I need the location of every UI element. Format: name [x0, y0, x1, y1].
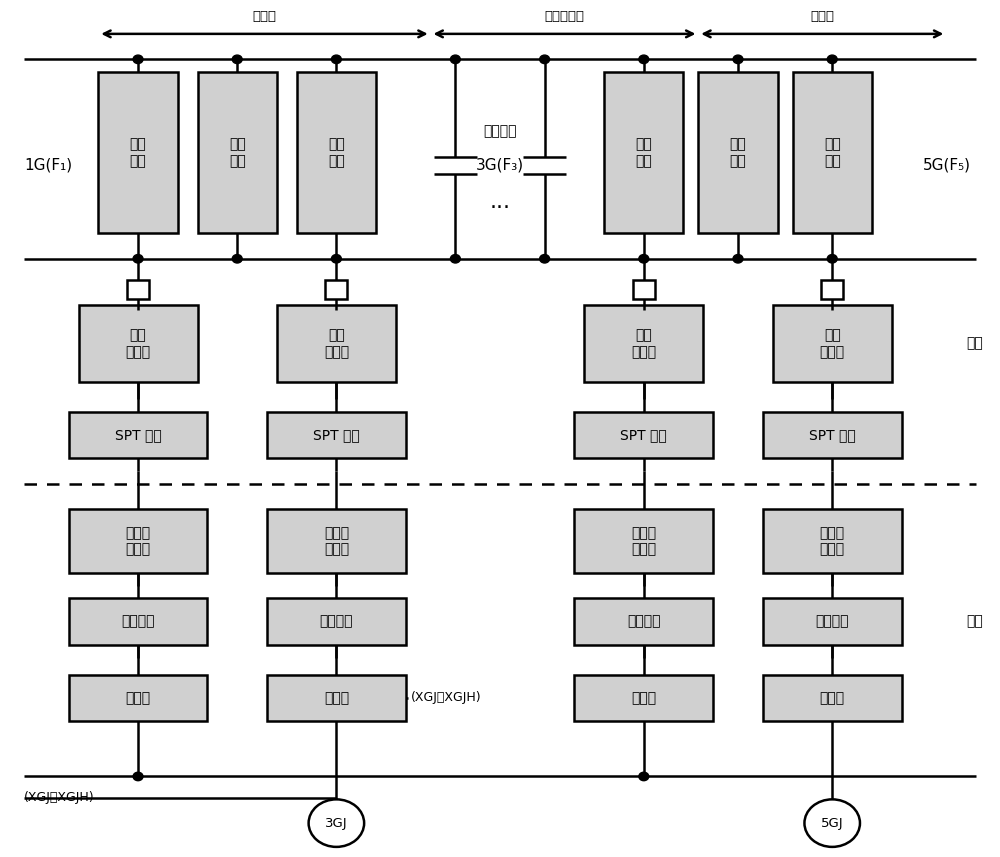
Text: 1G(F₁): 1G(F₁) — [24, 158, 72, 173]
Text: 匹配
变压器: 匹配 变压器 — [631, 328, 656, 359]
Circle shape — [232, 255, 242, 263]
Bar — [574, 598, 713, 645]
Text: 站内防雷: 站内防雷 — [627, 614, 661, 628]
Text: 空心
线圈: 空心 线圈 — [229, 138, 246, 168]
Text: SPT 电缆: SPT 电缆 — [620, 428, 667, 442]
Bar — [277, 305, 396, 382]
Circle shape — [133, 772, 143, 781]
Circle shape — [540, 255, 550, 263]
Bar — [574, 411, 713, 458]
Bar — [821, 280, 843, 298]
Text: 调谐
单元: 调谐 单元 — [130, 138, 146, 168]
Bar — [633, 280, 655, 298]
Text: 室内: 室内 — [966, 614, 983, 628]
Bar — [69, 509, 207, 572]
Bar — [574, 674, 713, 722]
Text: 站内防雷: 站内防雷 — [815, 614, 849, 628]
Text: 主轨道电路: 主轨道电路 — [544, 10, 584, 23]
Circle shape — [331, 255, 341, 263]
Bar — [763, 411, 902, 458]
Circle shape — [733, 255, 743, 263]
Text: 匹配
变压器: 匹配 变压器 — [820, 328, 845, 359]
Circle shape — [133, 255, 143, 263]
Bar — [325, 280, 347, 298]
Circle shape — [133, 55, 143, 63]
Circle shape — [639, 772, 649, 781]
Text: 室外: 室外 — [966, 337, 983, 351]
Text: 调谐
单元: 调谐 单元 — [635, 138, 652, 168]
Text: 电缆模
拟网络: 电缆模 拟网络 — [324, 526, 349, 556]
Text: ···: ··· — [490, 198, 511, 218]
Bar — [267, 411, 406, 458]
Text: 调谐
单元: 调谐 单元 — [824, 138, 841, 168]
Text: SPT 电缆: SPT 电缆 — [115, 428, 161, 442]
Bar — [267, 598, 406, 645]
Circle shape — [232, 55, 242, 63]
Circle shape — [733, 55, 743, 63]
Circle shape — [639, 55, 649, 63]
Circle shape — [639, 255, 649, 263]
Circle shape — [450, 255, 460, 263]
Text: 补偶电容: 补偶电容 — [483, 124, 517, 139]
Text: 站内防雷: 站内防雷 — [320, 614, 353, 628]
Text: 调谐
单元: 调谐 单元 — [328, 138, 345, 168]
Text: 调谐区: 调谐区 — [810, 10, 834, 23]
Bar — [763, 674, 902, 722]
Bar — [198, 72, 277, 233]
Circle shape — [827, 255, 837, 263]
Text: 发送器: 发送器 — [125, 691, 151, 705]
Bar — [79, 305, 198, 382]
Bar — [267, 674, 406, 722]
Text: 5GJ: 5GJ — [821, 817, 844, 830]
Bar — [584, 305, 703, 382]
Text: 3G(F₃): 3G(F₃) — [476, 158, 524, 173]
Text: SPT 电缆: SPT 电缆 — [313, 428, 360, 442]
Bar — [69, 674, 207, 722]
Text: SPT 电缆: SPT 电缆 — [809, 428, 856, 442]
Circle shape — [331, 55, 341, 63]
Text: 3GJ: 3GJ — [325, 817, 348, 830]
Circle shape — [450, 55, 460, 63]
Bar — [98, 72, 178, 233]
Circle shape — [804, 800, 860, 847]
Text: 匹配
变压器: 匹配 变压器 — [125, 328, 151, 359]
Text: 电缆模
拟网络: 电缆模 拟网络 — [820, 526, 845, 556]
Bar — [127, 280, 149, 298]
Text: 接收器: 接收器 — [820, 691, 845, 705]
Text: (XGJ、XGJH): (XGJ、XGJH) — [24, 791, 95, 804]
Bar — [69, 598, 207, 645]
Text: 站内防雷: 站内防雷 — [121, 614, 155, 628]
Text: 接收器: 接收器 — [324, 691, 349, 705]
Text: 电缆模
拟网络: 电缆模 拟网络 — [125, 526, 151, 556]
Bar — [297, 72, 376, 233]
Bar — [773, 305, 892, 382]
Text: 空心
线圈: 空心 线圈 — [730, 138, 746, 168]
Circle shape — [540, 55, 550, 63]
Text: 发送器: 发送器 — [631, 691, 656, 705]
Bar — [604, 72, 683, 233]
Text: 电缆模
拟网络: 电缆模 拟网络 — [631, 526, 656, 556]
Bar — [267, 509, 406, 572]
Bar — [763, 598, 902, 645]
Text: 调谐区: 调谐区 — [252, 10, 276, 23]
Circle shape — [827, 55, 837, 63]
Text: (XGJ、XGJH): (XGJ、XGJH) — [411, 692, 481, 704]
Text: 5G(F₅): 5G(F₅) — [923, 158, 971, 173]
Bar — [574, 509, 713, 572]
Bar — [763, 509, 902, 572]
Bar — [793, 72, 872, 233]
Circle shape — [309, 800, 364, 847]
Text: 匹配
变压器: 匹配 变压器 — [324, 328, 349, 359]
Bar — [698, 72, 778, 233]
Bar — [69, 411, 207, 458]
